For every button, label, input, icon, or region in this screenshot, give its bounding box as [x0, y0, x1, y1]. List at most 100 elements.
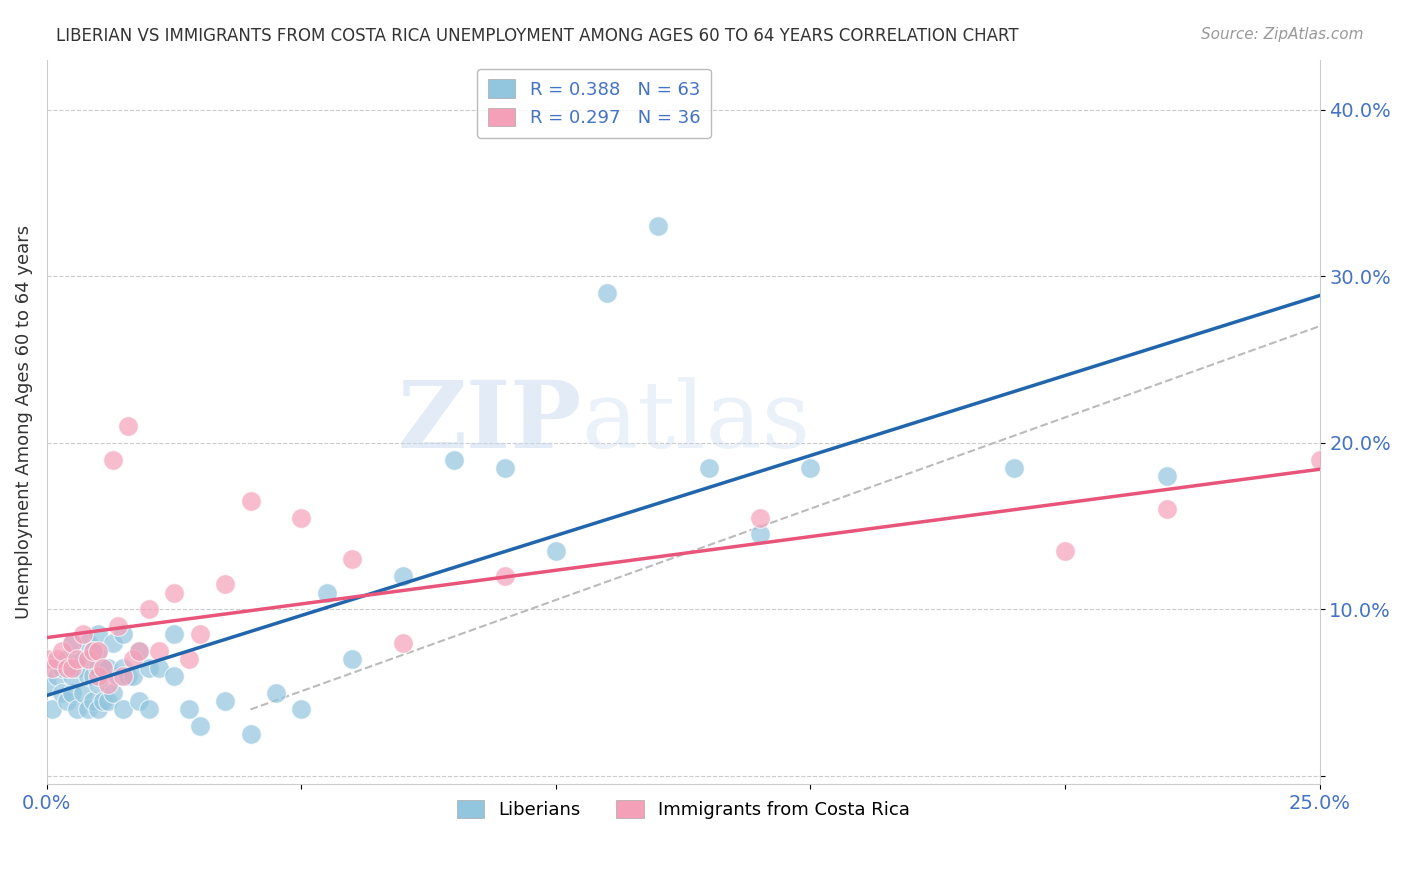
- Point: [128, 644, 150, 658]
- Point: [56, 661, 79, 675]
- Point: [112, 702, 135, 716]
- Point: [82, 694, 104, 708]
- Point: [392, 636, 415, 650]
- Point: [799, 460, 821, 475]
- Point: [82, 669, 104, 683]
- Point: [1308, 452, 1330, 467]
- Text: atlas: atlas: [582, 377, 811, 467]
- Point: [128, 694, 150, 708]
- Point: [179, 652, 201, 666]
- Point: [87, 677, 110, 691]
- Point: [60, 669, 83, 683]
- Text: ZIP: ZIP: [396, 377, 582, 467]
- Point: [163, 627, 186, 641]
- Point: [138, 602, 160, 616]
- Point: [188, 719, 211, 733]
- Point: [107, 669, 129, 683]
- Point: [239, 727, 262, 741]
- Point: [214, 694, 236, 708]
- Point: [107, 619, 129, 633]
- Point: [60, 636, 83, 650]
- Point: [51, 644, 73, 658]
- Point: [35, 652, 58, 666]
- Point: [697, 460, 720, 475]
- Point: [138, 661, 160, 675]
- Point: [41, 702, 63, 716]
- Text: Source: ZipAtlas.com: Source: ZipAtlas.com: [1201, 27, 1364, 42]
- Point: [76, 669, 98, 683]
- Point: [101, 452, 124, 467]
- Point: [1053, 544, 1076, 558]
- Point: [87, 661, 110, 675]
- Point: [494, 460, 516, 475]
- Point: [596, 285, 619, 300]
- Point: [82, 644, 104, 658]
- Point: [51, 661, 73, 675]
- Point: [91, 661, 114, 675]
- Point: [239, 494, 262, 508]
- Point: [342, 652, 364, 666]
- Point: [443, 452, 465, 467]
- Point: [138, 702, 160, 716]
- Point: [97, 694, 120, 708]
- Point: [66, 661, 89, 675]
- Point: [163, 669, 186, 683]
- Legend: Liberians, Immigrants from Costa Rica: Liberians, Immigrants from Costa Rica: [450, 792, 917, 826]
- Point: [56, 652, 79, 666]
- Point: [1156, 469, 1178, 483]
- Point: [87, 702, 110, 716]
- Point: [392, 569, 415, 583]
- Point: [91, 694, 114, 708]
- Point: [97, 677, 120, 691]
- Point: [122, 652, 145, 666]
- Point: [91, 661, 114, 675]
- Point: [112, 627, 135, 641]
- Point: [342, 552, 364, 566]
- Point: [82, 644, 104, 658]
- Point: [188, 627, 211, 641]
- Point: [46, 652, 69, 666]
- Point: [76, 702, 98, 716]
- Point: [101, 636, 124, 650]
- Point: [117, 669, 139, 683]
- Point: [51, 686, 73, 700]
- Point: [72, 686, 94, 700]
- Point: [66, 652, 89, 666]
- Point: [76, 652, 98, 666]
- Point: [35, 677, 58, 691]
- Point: [60, 636, 83, 650]
- Point: [87, 627, 110, 641]
- Point: [179, 702, 201, 716]
- Point: [544, 544, 567, 558]
- Point: [117, 419, 139, 434]
- Point: [128, 644, 150, 658]
- Point: [60, 661, 83, 675]
- Point: [1002, 460, 1025, 475]
- Point: [72, 652, 94, 666]
- Point: [290, 511, 312, 525]
- Point: [87, 669, 110, 683]
- Point: [748, 527, 770, 541]
- Point: [60, 686, 83, 700]
- Point: [46, 669, 69, 683]
- Text: LIBERIAN VS IMMIGRANTS FROM COSTA RICA UNEMPLOYMENT AMONG AGES 60 TO 64 YEARS CO: LIBERIAN VS IMMIGRANTS FROM COSTA RICA U…: [56, 27, 1019, 45]
- Point: [290, 702, 312, 716]
- Point: [1156, 502, 1178, 516]
- Point: [97, 661, 120, 675]
- Point: [72, 627, 94, 641]
- Point: [87, 644, 110, 658]
- Point: [494, 569, 516, 583]
- Point: [315, 586, 337, 600]
- Point: [163, 586, 186, 600]
- Point: [148, 644, 170, 658]
- Point: [76, 636, 98, 650]
- Point: [647, 219, 669, 234]
- Point: [41, 661, 63, 675]
- Point: [56, 694, 79, 708]
- Point: [87, 644, 110, 658]
- Point: [66, 702, 89, 716]
- Point: [101, 686, 124, 700]
- Point: [112, 661, 135, 675]
- Y-axis label: Unemployment Among Ages 60 to 64 years: Unemployment Among Ages 60 to 64 years: [15, 225, 32, 619]
- Point: [122, 669, 145, 683]
